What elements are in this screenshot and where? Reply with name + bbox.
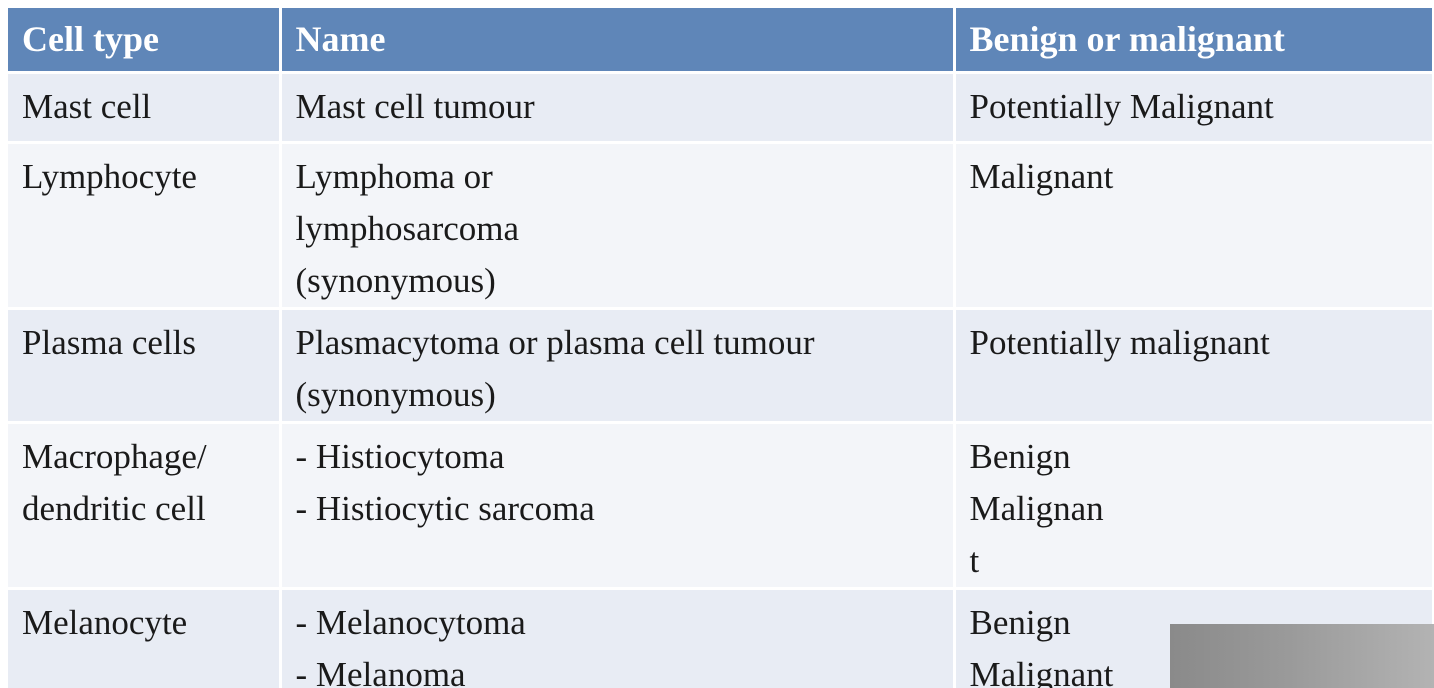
- status-text: Benign: [969, 603, 1071, 642]
- cell-type-text: Macrophage/: [22, 437, 207, 476]
- status-text: Benign: [969, 437, 1071, 476]
- tumour-table: Cell type Name Benign or malignant Mast …: [8, 8, 1432, 688]
- status-cell: Malignant: [954, 142, 1432, 310]
- cell-type-cell: Mast cell: [8, 72, 282, 144]
- cell-type-text: Lymphocyte: [22, 157, 197, 196]
- cell-type-cell: Macrophage/ dendritic cell: [8, 422, 282, 590]
- name-text: - Melanoma: [295, 655, 466, 688]
- status-text: Malignant: [969, 655, 1114, 688]
- table-header-row: Cell type Name Benign or malignant: [8, 8, 1432, 74]
- status-text: Potentially Malignant: [969, 87, 1274, 126]
- table-row: Plasma cells Plasmacytoma or plasma cell…: [8, 308, 1432, 424]
- header-cell-type: Cell type: [8, 8, 282, 74]
- status-text: Potentially malignant: [969, 323, 1270, 362]
- name-cell: - Melanocytoma - Melanoma: [280, 588, 956, 688]
- name-text: lymphosarcoma: [295, 209, 520, 248]
- name-cell: Lymphoma or lymphosarcoma (synonymous): [280, 142, 956, 310]
- name-text: Plasmacytoma or plasma cell tumour: [295, 323, 815, 362]
- table-row: Melanocyte - Melanocytoma - Melanoma Ben…: [8, 588, 1432, 688]
- table-row: Lymphocyte Lymphoma or lymphosarcoma (sy…: [8, 142, 1432, 310]
- name-text: - Histiocytic sarcoma: [295, 489, 595, 528]
- status-cell: Benign Malignan t: [954, 422, 1432, 590]
- status-cell: Potentially malignant: [954, 308, 1432, 424]
- name-cell: Mast cell tumour: [280, 72, 956, 144]
- name-text: Lymphoma or: [295, 157, 493, 196]
- cell-type-text: dendritic cell: [22, 489, 206, 528]
- name-text: Mast cell tumour: [295, 87, 535, 126]
- gray-overlay-box: [1170, 624, 1434, 688]
- name-cell: Plasmacytoma or plasma cell tumour (syno…: [280, 308, 956, 424]
- cell-type-cell: Plasma cells: [8, 308, 282, 424]
- table-row: Macrophage/ dendritic cell - Histiocytom…: [8, 422, 1432, 590]
- status-text: Malignant: [969, 157, 1114, 196]
- name-text: - Histiocytoma: [295, 437, 505, 476]
- name-text: (synonymous): [295, 261, 496, 300]
- cell-type-text: Melanocyte: [22, 603, 188, 642]
- cell-type-cell: Melanocyte: [8, 588, 282, 688]
- cell-type-text: Mast cell: [22, 87, 152, 126]
- cell-type-cell: Lymphocyte: [8, 142, 282, 310]
- header-benign-or-malignant: Benign or malignant: [954, 8, 1432, 74]
- header-name: Name: [280, 8, 956, 74]
- status-text: Malignan: [969, 489, 1104, 528]
- status-cell: Potentially Malignant: [954, 72, 1432, 144]
- name-cell: - Histiocytoma - Histiocytic sarcoma: [280, 422, 956, 590]
- cell-type-text: Plasma cells: [22, 323, 196, 362]
- name-text: - Melanocytoma: [295, 603, 526, 642]
- table-row: Mast cell Mast cell tumour Potentially M…: [8, 72, 1432, 144]
- status-text: t: [969, 541, 980, 580]
- name-text: (synonymous): [295, 375, 496, 414]
